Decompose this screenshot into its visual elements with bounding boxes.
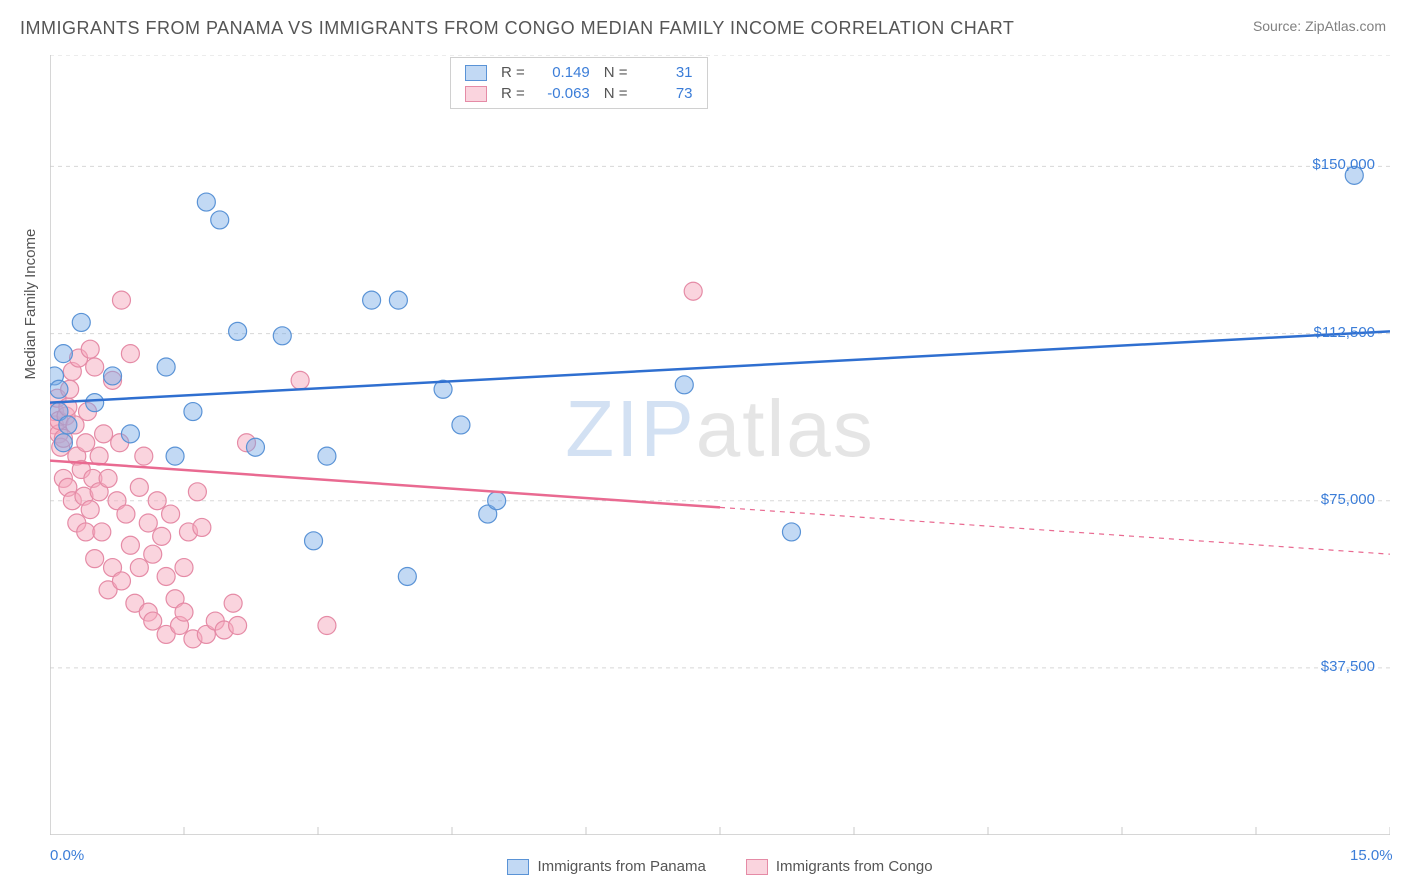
legend-swatch bbox=[746, 859, 768, 875]
correlation-legend: R = 0.149 N = 31 R = -0.063 N = 73 bbox=[450, 57, 708, 109]
legend-label: Immigrants from Panama bbox=[537, 858, 705, 875]
y-tick-label: $37,500 bbox=[1321, 658, 1375, 675]
source-label: Source: ZipAtlas.com bbox=[1253, 18, 1386, 34]
chart-title: IMMIGRANTS FROM PANAMA VS IMMIGRANTS FRO… bbox=[20, 18, 1014, 39]
legend-stat-row: R = 0.149 N = 31 bbox=[451, 62, 707, 83]
y-axis-label: Median Family Income bbox=[22, 229, 39, 380]
legend-swatch bbox=[465, 86, 487, 102]
stat-r-label: R = bbox=[501, 85, 525, 102]
stat-r-value: 0.149 bbox=[535, 64, 590, 81]
legend-label: Immigrants from Congo bbox=[776, 858, 933, 875]
legend-stat-row: R = -0.063 N = 73 bbox=[451, 83, 707, 104]
y-tick-label: $112,500 bbox=[1314, 324, 1375, 341]
x-tick-label: 15.0% bbox=[1350, 847, 1393, 864]
legend-swatch bbox=[507, 859, 529, 875]
stat-r-value: -0.063 bbox=[535, 85, 590, 102]
y-tick-label: $75,000 bbox=[1321, 491, 1375, 508]
y-tick-label: $150,000 bbox=[1312, 156, 1375, 173]
legend-item: Immigrants from Congo bbox=[746, 858, 933, 875]
chart-container: Median Family Income ZIPatlas R =0.149N … bbox=[50, 55, 1390, 835]
stat-n-value: 73 bbox=[638, 85, 693, 102]
stat-n-label: N = bbox=[604, 64, 628, 81]
stat-n-label: N = bbox=[604, 85, 628, 102]
stat-r-label: R = bbox=[501, 64, 525, 81]
series-legend: Immigrants from Panama Immigrants from Co… bbox=[50, 858, 1390, 875]
legend-swatch bbox=[465, 65, 487, 81]
legend-item: Immigrants from Panama bbox=[507, 858, 705, 875]
scatter-plot bbox=[50, 55, 1390, 835]
x-tick-label: 0.0% bbox=[50, 847, 84, 864]
stat-n-value: 31 bbox=[638, 64, 693, 81]
